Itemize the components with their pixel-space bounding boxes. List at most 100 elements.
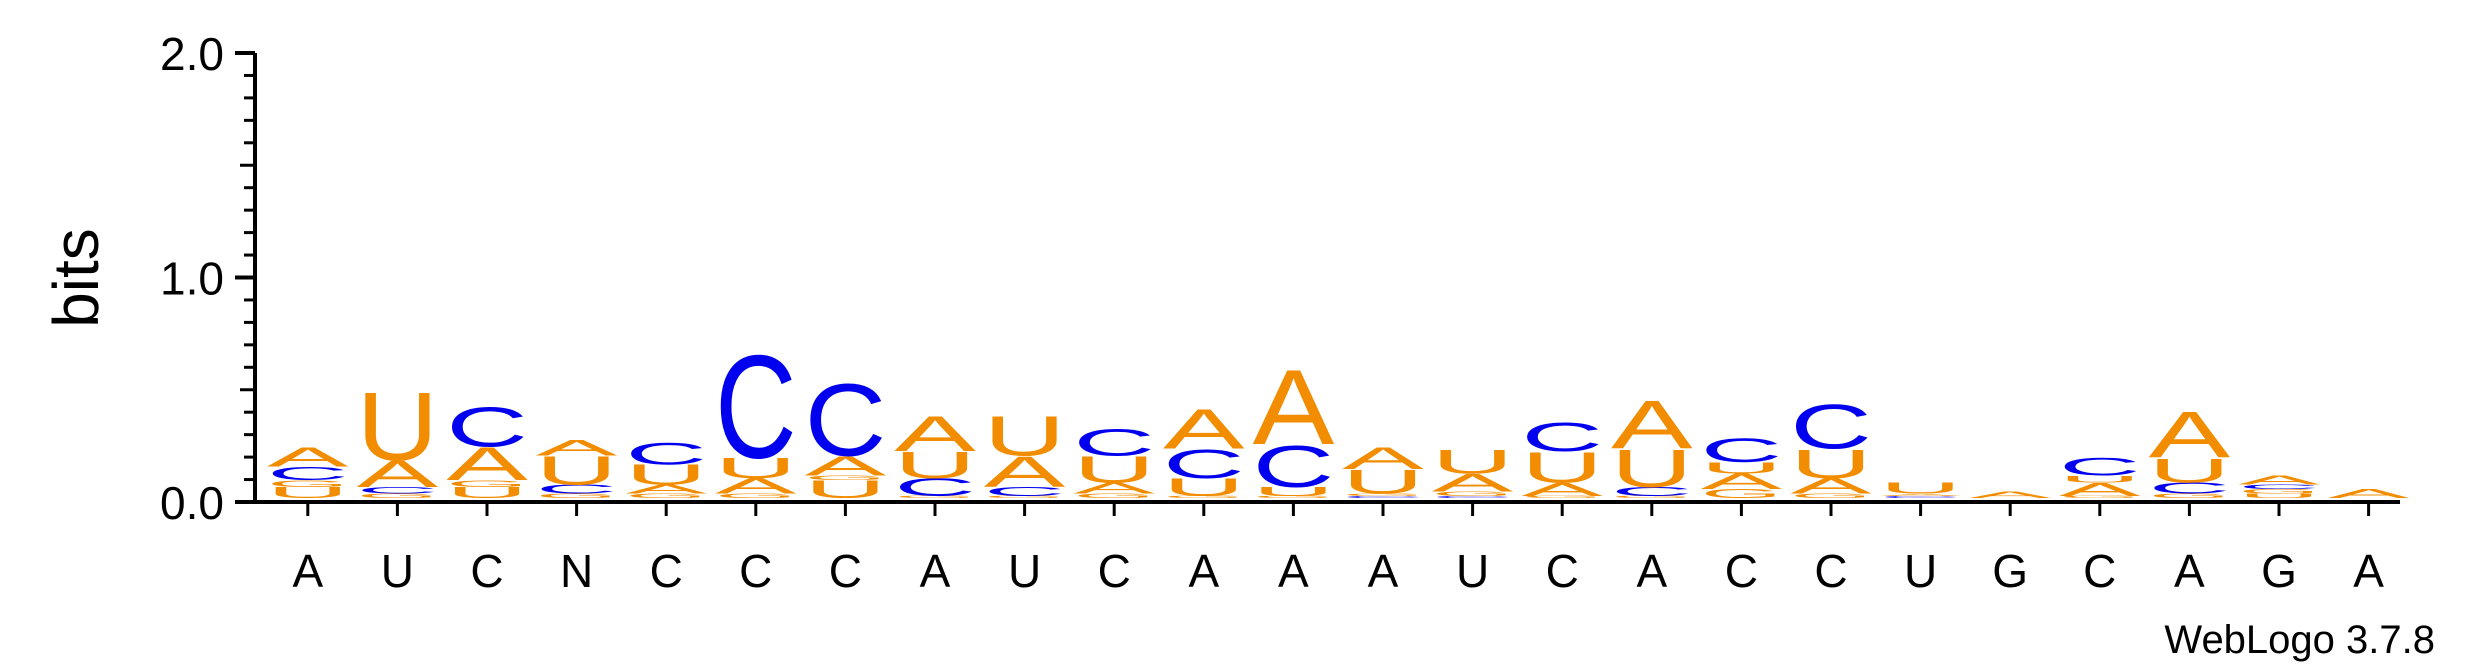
logo-letter-g: G (894, 495, 976, 499)
logo-letter-u: U (1701, 459, 1783, 476)
logo-letter-c: C (2149, 480, 2231, 497)
x-tick-label: U (1008, 545, 1041, 597)
logo-letter-g: G (1163, 495, 1245, 499)
logo-letter-a: A (1432, 469, 1514, 497)
logo-letter-u: U (894, 444, 976, 486)
x-tick-label: C (1814, 545, 1847, 597)
logo-stacks: UGCAGCAUUGACGCUAGAUCGAUCUGACGCUAGCAUGAUC… (267, 324, 2409, 503)
logo-letter-g: G (1790, 492, 1872, 499)
logo-letter-u: U (1790, 441, 1872, 487)
logo-letter-c: C (1790, 392, 1872, 462)
logo-letter-g: G (2149, 492, 2231, 499)
x-tick-label: C (1725, 545, 1758, 597)
x-tick-label: A (292, 545, 323, 597)
logo-letter-a: A (1253, 348, 1335, 467)
y-tick-label: 0.0 (160, 477, 224, 529)
y-axis-label: bits (40, 228, 112, 328)
logo-letter-a: A (805, 450, 888, 481)
logo-letter-c: C (2059, 453, 2141, 481)
logo-letter-a: A (1611, 387, 1694, 464)
logo-letter-c: C (1432, 495, 1514, 498)
logo-letter-a: A (1790, 474, 1872, 499)
x-tick-label: A (2353, 545, 2384, 597)
logo-letter-g: G (2059, 495, 2141, 499)
x-tick-label: C (739, 545, 772, 597)
logo-letter-c: C (267, 463, 349, 484)
x-tick-label: U (381, 545, 414, 597)
logo-letter-a: A (1073, 479, 1155, 496)
logo-letter-u: U (267, 484, 349, 501)
logo-letter-c: C (1073, 421, 1155, 463)
logo-letter-g: G (536, 492, 618, 499)
logo-letter-c: C (1521, 414, 1603, 460)
logo-letter-u: U (984, 404, 1066, 467)
x-tick-label: C (650, 545, 683, 597)
logo-letter-a: A (446, 437, 528, 490)
logo-letter-c: C (625, 436, 707, 471)
logo-letter-u: U (2238, 492, 2320, 499)
x-tick-label: A (1278, 545, 1309, 597)
logo-letter-u: U (805, 476, 887, 504)
x-tick-label: A (920, 545, 951, 597)
x-tick-label: C (470, 545, 503, 597)
logo-letter-a: A (2059, 479, 2141, 500)
logo-letter-g: G (267, 478, 349, 488)
x-tick-label: U (1456, 545, 1489, 597)
x-tick-label: C (2083, 545, 2116, 597)
logo-letter-u: U (1521, 443, 1603, 492)
logo-letter-a: A (267, 441, 350, 472)
logo-letter-a: A (715, 474, 797, 499)
x-tick-label: A (2174, 545, 2205, 597)
x-tick-label: C (829, 545, 862, 597)
x-tick-label: G (2261, 545, 2297, 597)
logo-letter-a: A (2238, 473, 2320, 487)
logo-letter-g: G (446, 478, 528, 488)
logo-letter-g: G (1432, 490, 1514, 497)
x-tick-label: A (1188, 545, 1219, 597)
logo-letter-u: U (1253, 485, 1335, 499)
logo-letter-c: C (1163, 441, 1245, 487)
logo-letter-a: A (1521, 479, 1603, 500)
x-tick-label: C (1546, 545, 1579, 597)
logo-letter-a: A (2149, 398, 2231, 472)
logo-letter-c: C (536, 482, 618, 496)
x-tick-label: G (1992, 545, 2028, 597)
x-tick-label: U (1904, 545, 1937, 597)
logo-letter-a: A (2328, 487, 2410, 501)
logo-letter-u: U (625, 459, 707, 491)
logo-letter-c: C (984, 485, 1066, 499)
logo-letter-a: A (984, 448, 1067, 497)
logo-letter-u: U (715, 452, 797, 484)
y-ticks: 0.0 1.0 2.0 (160, 28, 255, 529)
x-tick-label: A (1368, 545, 1399, 597)
logo-letter-u: U (446, 484, 528, 501)
logo-letter-u: U (536, 448, 618, 494)
x-tick-label: A (1636, 545, 1667, 597)
logo-letter-u: U (1611, 439, 1693, 499)
logo-letter-a: A (1880, 493, 1962, 496)
logo-letter-g: G (357, 492, 439, 499)
logo-letter-c: C (357, 485, 439, 496)
logo-letter-g: G (805, 474, 887, 481)
logo-letter-c: C (715, 324, 797, 489)
logo-letter-c: C (1253, 433, 1335, 500)
logo-letter-c: C (894, 473, 976, 501)
logo-letter-a: A (894, 405, 976, 461)
logo-letter-a: A (536, 435, 618, 460)
logo-letter-g: G (2238, 488, 2320, 495)
logo-letter-g: G (1611, 495, 1693, 499)
logo-letter-u: U (2059, 474, 2141, 485)
logo-letter-a: A (1969, 490, 2051, 501)
logo-letter-a: A (357, 453, 439, 495)
logo-letter-u: U (1432, 442, 1514, 481)
y-tick-label: 1.0 (160, 253, 224, 305)
logo-letter-a: A (625, 482, 707, 496)
weblogo-credit: WebLogo 3.7.8 (2164, 618, 2435, 662)
logo-letter-u: U (1163, 473, 1245, 501)
x-tick-label: N (560, 545, 593, 597)
logo-letter-c: C (1880, 495, 1962, 498)
logo-letter-a: A (1163, 398, 1245, 461)
logo-letter-u: U (1073, 448, 1155, 490)
logo-letter-u: U (2149, 451, 2231, 490)
